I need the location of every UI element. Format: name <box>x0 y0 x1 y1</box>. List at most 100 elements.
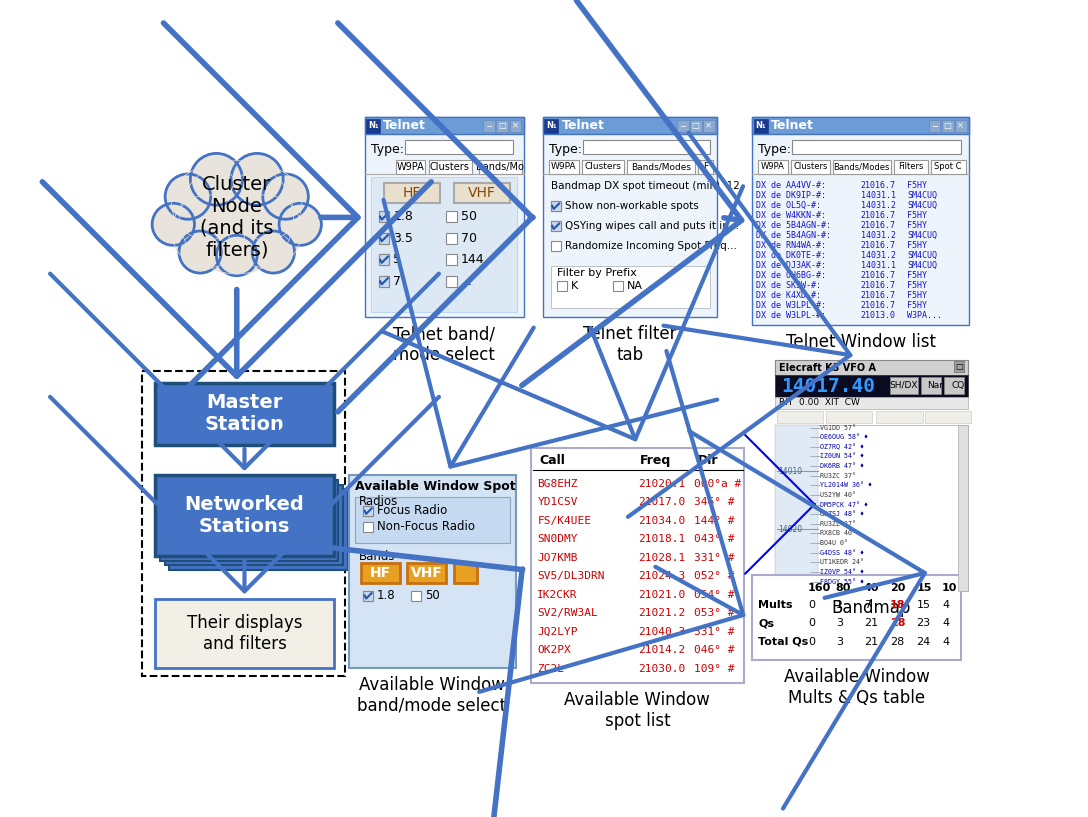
Text: YL2014W 36° ♦: YL2014W 36° ♦ <box>820 482 873 489</box>
Text: 3: 3 <box>836 636 843 647</box>
Bar <box>361 563 399 583</box>
Text: 000°a #: 000°a # <box>694 479 741 489</box>
Text: JO7KMB: JO7KMB <box>537 553 578 563</box>
Bar <box>446 233 457 243</box>
Text: N₁: N₁ <box>755 121 766 130</box>
Bar <box>367 118 380 132</box>
Text: 0: 0 <box>808 600 815 609</box>
Text: Bandmap DX spot timeout (min)  12: Bandmap DX spot timeout (min) 12 <box>551 181 740 191</box>
Text: 1: 1 <box>836 600 843 609</box>
Text: 1.8: 1.8 <box>378 589 396 602</box>
Text: NA: NA <box>627 281 643 291</box>
Text: 0: 0 <box>808 636 815 647</box>
Text: QSYing wipes call and puts it in...: QSYing wipes call and puts it in... <box>565 221 739 231</box>
Text: IZ0VP 54° ♦: IZ0VP 54° ♦ <box>820 569 864 575</box>
Text: DX de RN4WA-#:: DX de RN4WA-#: <box>756 241 826 250</box>
Bar <box>752 118 969 325</box>
Text: SV2/RW3AL: SV2/RW3AL <box>537 608 598 618</box>
Bar <box>613 281 622 292</box>
Text: 15: 15 <box>916 600 930 609</box>
Text: 21016.7: 21016.7 <box>861 291 895 300</box>
Text: FS/K4UEE: FS/K4UEE <box>537 516 592 526</box>
Bar <box>791 159 830 173</box>
Text: DX de 5B4AGN-#:: DX de 5B4AGN-#: <box>756 230 831 239</box>
Text: BG8EHZ: BG8EHZ <box>537 479 578 489</box>
Text: 21024.3: 21024.3 <box>639 571 685 581</box>
Text: 21: 21 <box>864 618 878 628</box>
Text: 14017.40: 14017.40 <box>781 377 876 395</box>
Text: 3.5: 3.5 <box>393 232 413 244</box>
Circle shape <box>263 174 308 219</box>
Text: SM4CUQ: SM4CUQ <box>907 190 937 199</box>
Circle shape <box>190 154 243 205</box>
Text: 14031.1: 14031.1 <box>861 261 895 270</box>
Bar <box>549 159 579 173</box>
Text: F5HY: F5HY <box>907 181 927 190</box>
Bar <box>446 276 457 287</box>
Text: DX de SK3W-#:: DX de SK3W-#: <box>756 281 821 290</box>
Bar <box>379 212 390 222</box>
Text: 043° #: 043° # <box>694 534 734 544</box>
Bar <box>543 118 717 318</box>
Text: 50: 50 <box>460 210 477 223</box>
Bar <box>531 449 744 683</box>
Text: 046° #: 046° # <box>694 645 734 655</box>
Bar <box>429 159 471 173</box>
Bar <box>454 563 477 583</box>
Text: 144: 144 <box>460 253 484 266</box>
Text: 21030.0: 21030.0 <box>639 663 685 673</box>
Bar <box>758 159 788 173</box>
Text: RIT  0.00  XIT  CW: RIT 0.00 XIT CW <box>779 399 861 408</box>
Bar <box>826 411 873 423</box>
Bar <box>890 377 918 394</box>
Bar <box>349 475 516 667</box>
Circle shape <box>152 203 195 245</box>
Bar <box>405 141 514 154</box>
Text: 346° #: 346° # <box>694 498 734 507</box>
Text: 21016.7: 21016.7 <box>861 211 895 220</box>
Text: OE6OUG 58° ♦: OE6OUG 58° ♦ <box>820 434 868 440</box>
Text: Master
Station: Master Station <box>205 393 284 435</box>
Text: 28: 28 <box>890 636 904 647</box>
Bar <box>496 119 508 132</box>
Text: Clusters: Clusters <box>584 162 621 171</box>
Bar <box>371 177 517 312</box>
Text: DX de OH6BG-#:: DX de OH6BG-#: <box>756 270 826 279</box>
Text: IZ0UN 54° ♦: IZ0UN 54° ♦ <box>820 453 864 459</box>
Text: DX de W3LPL-#:: DX de W3LPL-#: <box>756 310 826 319</box>
Text: Call: Call <box>539 454 565 467</box>
Bar <box>931 159 966 173</box>
Bar <box>953 361 964 373</box>
Bar <box>942 119 953 132</box>
Text: OK2PX: OK2PX <box>537 645 571 655</box>
Text: DX de DK9IP-#:: DX de DK9IP-#: <box>756 190 826 199</box>
Text: SM4CUQ: SM4CUQ <box>907 251 937 260</box>
Bar <box>894 159 928 173</box>
Text: 20: 20 <box>890 583 905 593</box>
Bar <box>164 484 343 565</box>
Bar <box>454 183 509 203</box>
Text: Mults: Mults <box>758 600 793 609</box>
Bar <box>776 375 967 397</box>
Text: HF: HF <box>370 566 391 580</box>
Bar <box>407 563 446 583</box>
Text: 40: 40 <box>864 583 879 593</box>
Text: 21021.2: 21021.2 <box>639 608 685 618</box>
Text: F5HY: F5HY <box>907 291 927 300</box>
Bar <box>776 359 967 375</box>
Text: YD1CSV: YD1CSV <box>537 498 578 507</box>
Text: 4: 4 <box>942 600 949 609</box>
Circle shape <box>172 195 245 268</box>
Text: Clusters: Clusters <box>430 162 470 172</box>
Text: 21040.3: 21040.3 <box>639 627 685 636</box>
Text: Telnet: Telnet <box>770 119 814 132</box>
Text: 28: 28 <box>890 618 905 628</box>
Bar <box>551 221 560 231</box>
Text: 21017.0: 21017.0 <box>639 498 685 507</box>
Bar <box>356 497 509 543</box>
Bar <box>752 575 962 660</box>
Text: Radios: Radios <box>358 495 398 508</box>
Text: 23: 23 <box>916 618 930 628</box>
Text: 14010: 14010 <box>779 467 803 475</box>
Text: ─: ─ <box>486 121 491 130</box>
